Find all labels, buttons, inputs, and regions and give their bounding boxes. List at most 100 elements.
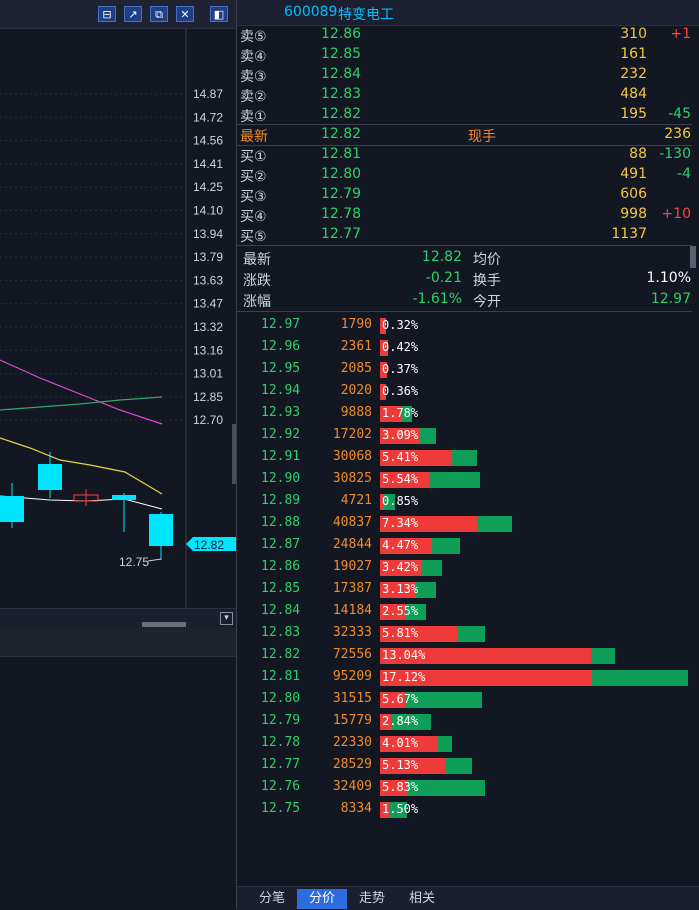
ma-line-white	[0, 495, 163, 510]
dist-bar-buy	[380, 802, 389, 818]
restore-button[interactable]: ⧉	[150, 6, 168, 22]
tab-1[interactable]: 分笔	[258, 891, 285, 906]
dist-volume: 9888	[340, 405, 372, 420]
distribution-row[interactable]: 12.90 30825 5.54%	[237, 469, 699, 491]
distribution-row[interactable]: 12.83 32333 5.81%	[237, 623, 699, 645]
dist-price: 12.80	[261, 691, 301, 706]
level-volume: 88	[629, 146, 647, 162]
dist-percent: 1.78%	[382, 406, 419, 420]
current-price-tag	[186, 537, 236, 551]
distribution-row[interactable]: 12.85 17387 3.13%	[237, 579, 699, 601]
distribution-row[interactable]: 12.97 1790 0.32%	[237, 315, 699, 337]
current-hand-label: 现手	[468, 129, 496, 145]
stock-name: 特变电工	[338, 7, 394, 23]
collapse-handle[interactable]	[232, 424, 236, 484]
candlestick[interactable]	[38, 452, 62, 498]
panel-toggle-button[interactable]: ◧	[210, 6, 228, 22]
scrollbar-thumb[interactable]	[142, 622, 186, 627]
dist-volume: 72556	[332, 647, 372, 662]
price-axis-label: 14.87	[193, 87, 223, 101]
dist-price: 12.81	[261, 669, 301, 684]
distribution-row[interactable]: 12.78 22330 4.01%	[237, 733, 699, 755]
dist-bar-sell	[416, 582, 437, 598]
quote-titlebar: 600089 特变电工	[237, 0, 699, 26]
dist-volume: 17387	[332, 581, 372, 596]
distribution-row[interactable]: 12.81 95209 17.12%	[237, 667, 699, 689]
distribution-row[interactable]: 12.95 2085 0.37%	[237, 359, 699, 381]
candlestick[interactable]	[0, 483, 24, 528]
tab-4[interactable]: 相关	[408, 891, 435, 906]
popout-button[interactable]: ↗	[124, 6, 142, 22]
distribution-row[interactable]: 12.75 8334 1.50%	[237, 799, 699, 821]
distribution-row[interactable]: 12.92 17202 3.09%	[237, 425, 699, 447]
chart-panel: ⊟ ↗ ⧉ ✕ ◧ 14.87 14.72 14.56 14.41 14.25 14.10…	[0, 0, 236, 909]
dist-bar-buy	[380, 582, 416, 598]
dist-bar-sell	[383, 494, 396, 510]
dist-bar-sell	[389, 802, 407, 818]
dist-percent: 5.54%	[382, 472, 419, 486]
stat-row: 最新 12.82 均价	[237, 248, 699, 268]
ask-row[interactable]: 卖② 12.83 484	[237, 85, 699, 105]
distribution-row[interactable]: 12.77 28529 5.13%	[237, 755, 699, 777]
distribution-row[interactable]: 12.86 19027 3.42%	[237, 557, 699, 579]
ask-row[interactable]: 卖⑤ 12.86 310 +1	[237, 25, 699, 45]
dist-bar-buy	[380, 494, 384, 510]
candlestick[interactable]	[73, 489, 99, 506]
dist-bar-buy	[380, 670, 593, 686]
dropdown-button[interactable]: ▾	[220, 612, 233, 625]
dist-price: 12.95	[261, 361, 301, 376]
candlestick[interactable]	[149, 512, 173, 560]
dist-volume: 24844	[332, 537, 372, 552]
bid-row[interactable]: 买⑤ 12.77 1137	[237, 225, 699, 245]
dist-bar-buy	[380, 780, 407, 796]
distribution-row[interactable]: 12.79 15779 2.84%	[237, 711, 699, 733]
close-button[interactable]: ✕	[176, 6, 194, 22]
ask-row[interactable]: 卖④ 12.85 161	[237, 45, 699, 65]
dist-percent: 0.37%	[382, 362, 419, 376]
level-volume: 606	[620, 186, 647, 202]
price-axis-label: 13.01	[193, 367, 223, 381]
level-volume: 161	[620, 46, 647, 62]
layout-button[interactable]: ⊟	[98, 6, 116, 22]
distribution-row[interactable]: 12.93 9888 1.78%	[237, 403, 699, 425]
bid-row[interactable]: 买③ 12.79 606	[237, 185, 699, 205]
distribution-row[interactable]: 12.82 72556 13.04%	[237, 645, 699, 667]
bid-row[interactable]: 买④ 12.78 998 +10	[237, 205, 699, 225]
ask-row[interactable]: 卖③ 12.84 232	[237, 65, 699, 85]
candlestick[interactable]	[112, 493, 136, 532]
distribution-row[interactable]: 12.87 24844 4.47%	[237, 535, 699, 557]
distribution-row[interactable]: 12.84 14184 2.55%	[237, 601, 699, 623]
dist-bar-buy	[380, 758, 445, 774]
quote-scrollbar-thumb[interactable]	[690, 246, 696, 268]
distribution-row[interactable]: 12.80 31515 5.67%	[237, 689, 699, 711]
level-label: 买④	[240, 209, 267, 225]
tab-3[interactable]: 走势	[358, 891, 385, 906]
divider	[237, 245, 692, 246]
distribution-row[interactable]: 12.91 30068 5.41%	[237, 447, 699, 469]
distribution-row[interactable]: 12.76 32409 5.83%	[237, 777, 699, 799]
divider	[237, 145, 692, 146]
dist-bar-sell	[444, 758, 473, 774]
ask-row[interactable]: 卖① 12.82 195 -45	[237, 105, 699, 125]
distribution-row[interactable]: 12.88 40837 7.34%	[237, 513, 699, 535]
price-axis-label: 12.70	[193, 413, 223, 427]
distribution-row[interactable]: 12.89 4721 0.85%	[237, 491, 699, 513]
tab-2[interactable]: 分价	[297, 889, 347, 909]
price-axis-label: 14.56	[193, 134, 223, 148]
price-axis-label: 14.72	[193, 110, 223, 124]
dist-bar-buy	[380, 516, 478, 532]
distribution-row[interactable]: 12.94 2020 0.36%	[237, 381, 699, 403]
kline-chart[interactable]: 14.87 14.72 14.56 14.41 14.25 14.10 13.94 13.79…	[0, 28, 236, 608]
panel-divider[interactable]	[236, 0, 237, 909]
dist-bar-buy	[380, 604, 406, 620]
chart-scrollbar[interactable]: ▾	[0, 608, 236, 629]
dist-bar-buy	[380, 714, 391, 730]
ma-line-magenta	[0, 359, 163, 425]
price-axis-label: 13.47	[193, 297, 223, 311]
stat-value: 1.10%	[646, 270, 691, 286]
level-label: 卖⑤	[240, 29, 267, 45]
bid-row[interactable]: 买① 12.81 88 -130	[237, 145, 699, 165]
bid-row[interactable]: 买② 12.80 491 -4	[237, 165, 699, 185]
level-volume: 998	[620, 206, 647, 222]
distribution-row[interactable]: 12.96 2361 0.42%	[237, 337, 699, 359]
